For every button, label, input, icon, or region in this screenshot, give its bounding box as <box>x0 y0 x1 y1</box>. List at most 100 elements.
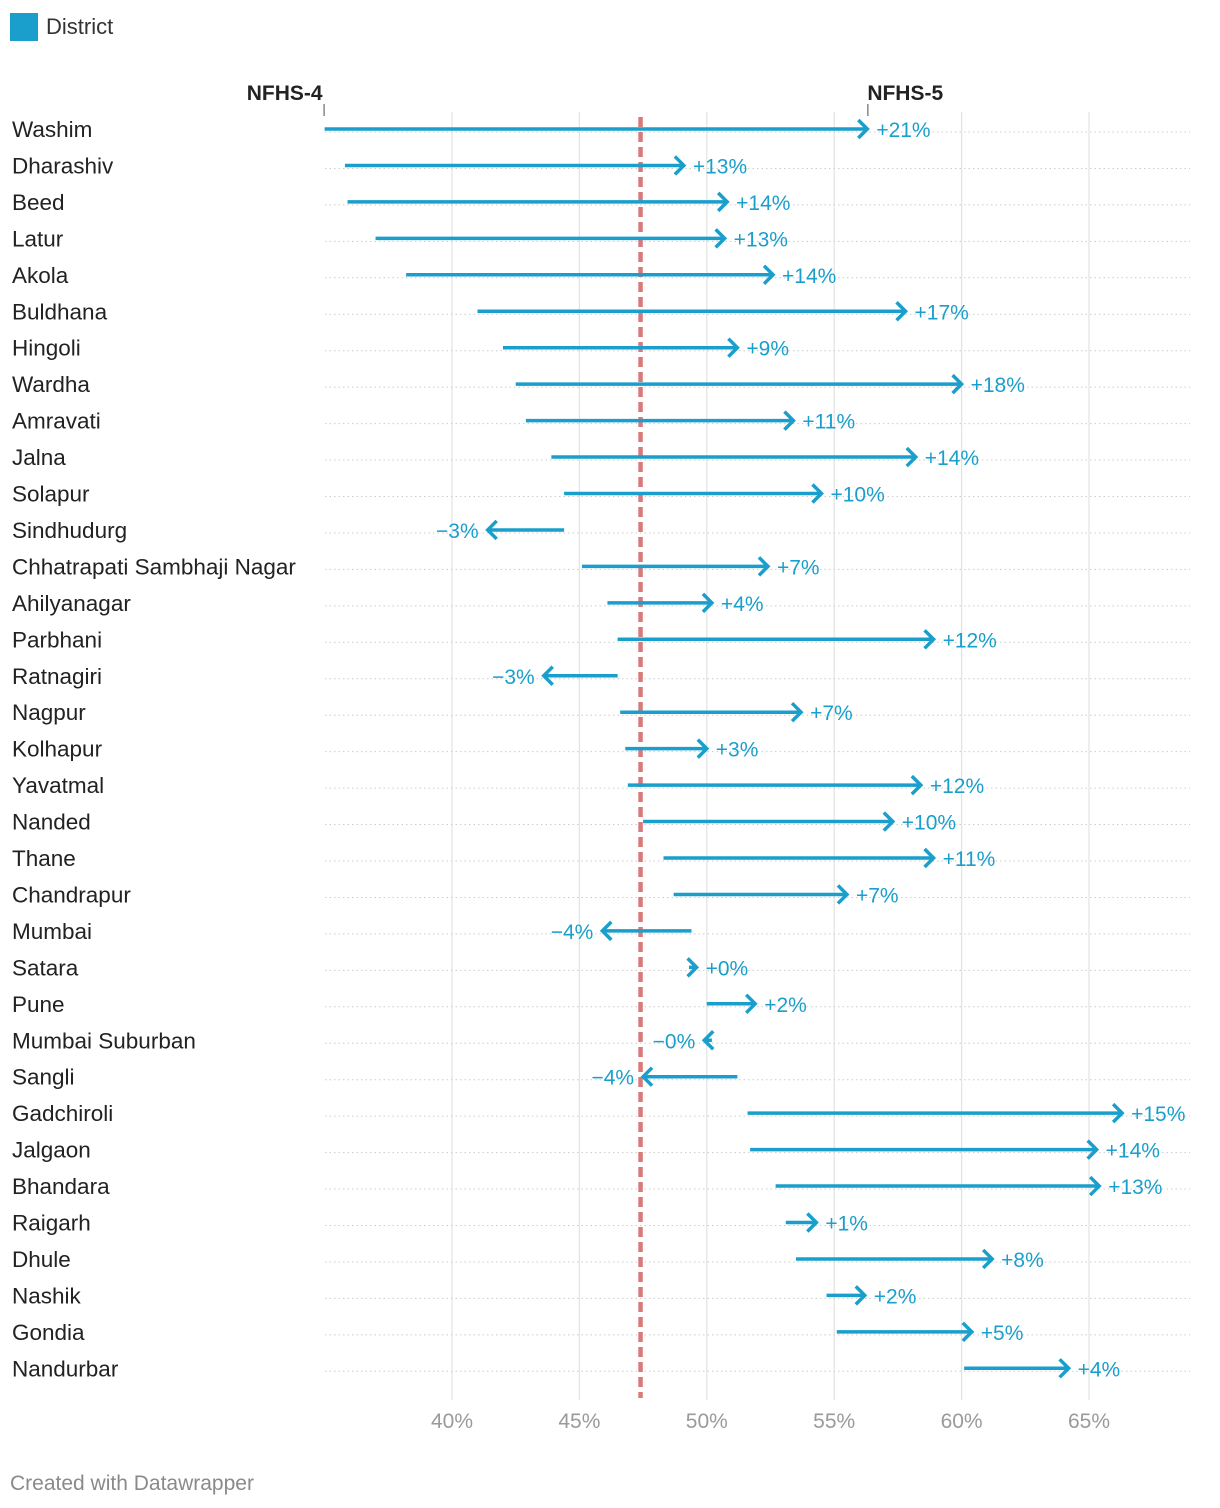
arrow-head <box>836 884 850 905</box>
row-label: Latur <box>12 226 64 251</box>
arrow-head <box>686 957 700 978</box>
arrow-row: +7% <box>673 884 899 907</box>
row-label: Buldhana <box>12 299 108 324</box>
arrow-row: +12% <box>627 774 984 798</box>
change-label: +12% <box>930 775 984 798</box>
row-label: Parbhani <box>12 627 102 652</box>
arrow-row: +14% <box>750 1139 1160 1163</box>
arrow-row: −4% <box>551 920 692 944</box>
row-label: Sangli <box>12 1065 75 1090</box>
row-label: Nagpur <box>12 700 86 725</box>
arrow-head <box>923 847 937 869</box>
row-label: Amravati <box>12 409 101 434</box>
arrow-row: +12% <box>617 629 997 652</box>
row-label: Gadchiroli <box>12 1101 113 1126</box>
change-label: −3% <box>436 520 479 543</box>
change-label: +14% <box>736 192 790 215</box>
arrow-row: +13% <box>375 228 788 251</box>
row-label: Washim <box>12 117 92 142</box>
change-label: +10% <box>902 812 956 835</box>
change-label: +7% <box>810 702 853 725</box>
arrow-row: +13% <box>344 155 747 178</box>
arrow-row: −0% <box>653 1030 715 1053</box>
arrow-row: +11% <box>663 847 995 871</box>
arrow-head <box>910 774 924 796</box>
arrow-row: +8% <box>795 1248 1044 1272</box>
change-label: −0% <box>653 1030 696 1053</box>
arrow-row: +9% <box>502 337 789 361</box>
change-label: +10% <box>830 484 884 507</box>
arrow-head <box>701 1030 715 1051</box>
x-tick-label: 65% <box>1068 1410 1110 1433</box>
change-label: +14% <box>782 265 836 288</box>
arrow-head <box>701 592 715 614</box>
change-label: +3% <box>716 739 759 762</box>
row-label: Nanded <box>12 810 91 835</box>
arrow-head <box>905 446 919 468</box>
arrow-chart: 40% 45% 50% 55% 60% 65% +21% Washim +13% Dharashi… <box>12 82 1190 1433</box>
change-label: −3% <box>492 666 535 689</box>
row-label: Nashik <box>12 1283 82 1308</box>
change-label: −4% <box>591 1067 634 1090</box>
change-label: +14% <box>1106 1140 1160 1163</box>
arrow-head <box>1058 1358 1072 1379</box>
arrow-row: +1% <box>785 1212 868 1236</box>
arrow-head <box>857 118 870 140</box>
arrow-head <box>1111 1102 1125 1124</box>
row-label: Dhule <box>12 1247 71 1272</box>
arrow-head <box>744 993 758 1015</box>
arrow-row: +2% <box>706 993 807 1017</box>
change-label: +4% <box>721 593 764 616</box>
row-label: Gondia <box>12 1320 85 1345</box>
change-label: +9% <box>746 338 789 361</box>
arrow-row: +0% <box>686 957 748 980</box>
arrow-head <box>783 410 796 431</box>
row-label: Kolhapur <box>12 737 103 762</box>
arrow-head <box>727 337 740 358</box>
row-label: Mumbai <box>12 919 92 944</box>
legend: District <box>10 12 113 42</box>
arrow-row: +4% <box>964 1358 1120 1381</box>
change-label: +7% <box>777 556 820 579</box>
change-label: +18% <box>971 374 1025 397</box>
arrow-head <box>696 738 710 759</box>
arrow-row: +3% <box>625 738 759 762</box>
row-label: Nandurbar <box>12 1356 119 1381</box>
arrow-row: +5% <box>836 1321 1023 1345</box>
arrow-row: +11% <box>525 410 855 434</box>
change-label: +21% <box>876 119 930 142</box>
arrow-head <box>1086 1139 1100 1160</box>
row-label: Jalgaon <box>12 1138 91 1163</box>
legend-swatch <box>10 13 38 41</box>
row-label: Hingoli <box>12 336 81 361</box>
arrow-row: +4% <box>607 592 764 616</box>
change-label: +2% <box>874 1285 917 1308</box>
arrow-head <box>716 191 730 213</box>
arrow-row: +21% <box>324 118 931 142</box>
change-label: −4% <box>551 921 594 944</box>
arrow-row: +14% <box>406 264 836 288</box>
x-tick-label: 45% <box>558 1410 600 1433</box>
change-label: +2% <box>764 994 807 1017</box>
legend-label: District <box>46 14 114 39</box>
change-label: +12% <box>943 629 997 652</box>
arrow-head <box>882 811 896 832</box>
arrow-head <box>541 665 554 686</box>
arrow-row: +2% <box>826 1285 917 1308</box>
arrow-head <box>981 1248 995 1270</box>
row-label: Yavatmal <box>12 773 104 798</box>
arrow-head <box>640 1066 654 1087</box>
row-label: Chandrapur <box>12 882 131 907</box>
arrow-row: +10% <box>643 811 956 835</box>
x-tick-label: 40% <box>431 1410 473 1433</box>
row-label: Solapur <box>12 482 90 507</box>
row-label: Beed <box>12 190 65 215</box>
x-tick-label: 50% <box>686 1410 728 1433</box>
arrow-row: +10% <box>564 483 885 507</box>
arrow-head <box>790 701 804 723</box>
header-nfhs4: NFHS-4 <box>247 82 323 105</box>
row-label: Raigarh <box>12 1211 91 1236</box>
row-label: Dharashiv <box>12 153 114 178</box>
arrow-row: +14% <box>347 191 790 215</box>
row-label: Thane <box>12 846 76 871</box>
